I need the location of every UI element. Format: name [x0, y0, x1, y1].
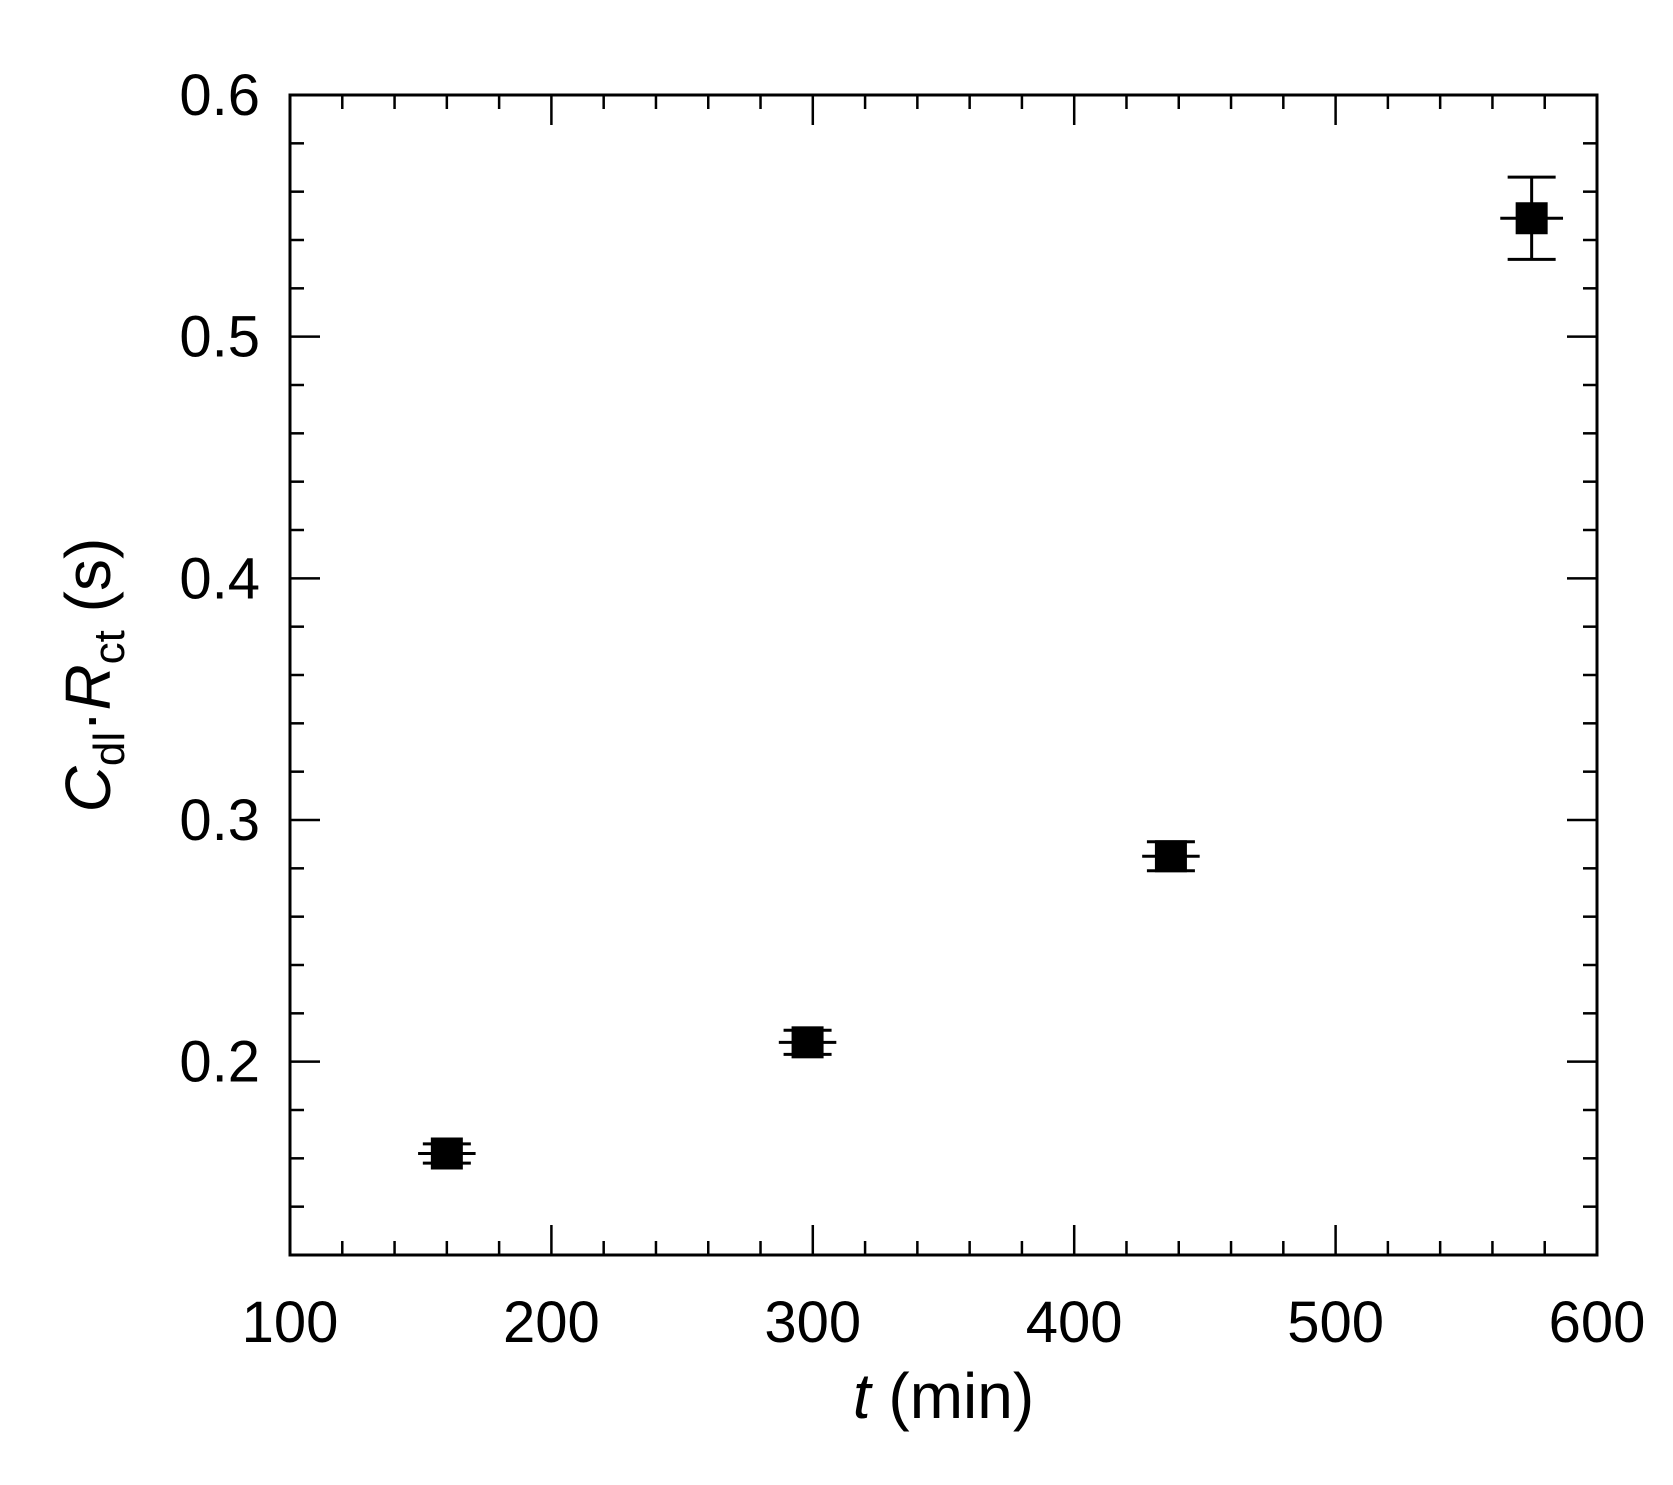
y-tick-label: 0.2 [179, 1030, 260, 1095]
y-axis-sub1: dl [85, 732, 134, 766]
x-tick-label: 300 [764, 1290, 861, 1355]
x-axis-unit: (min) [871, 1360, 1035, 1432]
y-tick-label: 0.3 [179, 788, 260, 853]
minor-ticks [290, 95, 1597, 1255]
y-axis-sub2: ct [85, 630, 134, 664]
y-tick-label: 0.4 [179, 546, 260, 611]
x-tick-label: 500 [1287, 1290, 1384, 1355]
x-tick-labels: 100 200 300 400 500 600 [242, 1290, 1646, 1355]
major-ticks [290, 95, 1597, 1255]
x-axis-variable: t [853, 1360, 873, 1432]
y-tick-label: 0.5 [179, 305, 260, 370]
x-tick-label: 200 [503, 1290, 600, 1355]
x-axis-title: t (min) [853, 1360, 1034, 1432]
y-axis-var2: R [52, 664, 124, 710]
y-axis-var1: C [52, 765, 124, 812]
y-axis-unit: (s) [52, 538, 124, 630]
data-point [1154, 840, 1187, 873]
y-axis-dot: · [52, 711, 124, 732]
y-tick-labels: 0.2 0.3 0.4 0.5 0.6 [179, 63, 260, 1095]
data-point [430, 1137, 463, 1170]
plot-frame [288, 93, 1599, 1257]
x-tick-label: 600 [1549, 1290, 1646, 1355]
data-markers [430, 202, 1548, 1170]
x-tick-label: 400 [1026, 1290, 1123, 1355]
y-axis-title: Cdl·Rct (s) [52, 538, 134, 813]
data-point [1515, 202, 1548, 235]
x-tick-label: 100 [242, 1290, 339, 1355]
y-tick-label: 0.6 [179, 63, 260, 128]
data-point [791, 1026, 824, 1059]
error-bars [418, 175, 1564, 1165]
